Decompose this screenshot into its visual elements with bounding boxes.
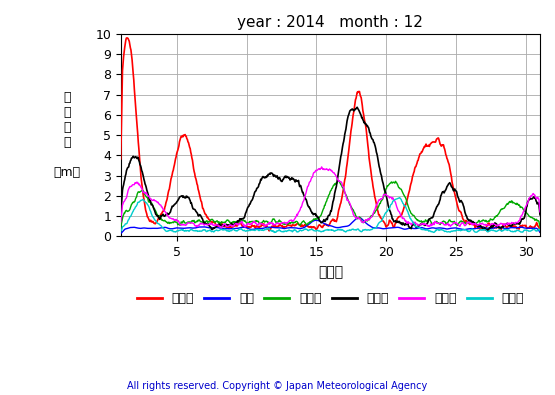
Line: 石廊崎: 石廊崎 bbox=[121, 181, 540, 228]
経ヶ岬 bbox=[485, 229, 491, 234]
Line: 生月島: 生月島 bbox=[121, 167, 540, 228]
生月島 bbox=[176, 221, 183, 226]
経ヶ岬 bbox=[537, 213, 543, 217]
X-axis label: （日）: （日） bbox=[318, 265, 343, 279]
石廊崎 bbox=[119, 215, 126, 220]
Y-axis label: 有
義
波
高

（m）: 有 義 波 高 （m） bbox=[54, 91, 81, 179]
Line: 屋久島: 屋久島 bbox=[121, 198, 540, 233]
石廊崎 bbox=[118, 226, 124, 231]
上ノ国 bbox=[429, 140, 436, 145]
経ヶ岬 bbox=[119, 188, 126, 192]
上ノ国 bbox=[118, 156, 124, 161]
Line: 上ノ国: 上ノ国 bbox=[121, 38, 540, 232]
唐桑 bbox=[296, 226, 303, 231]
Title: year : 2014   month : 12: year : 2014 month : 12 bbox=[238, 15, 423, 30]
上ノ国 bbox=[419, 150, 426, 154]
上ノ国 bbox=[537, 230, 543, 235]
生月島 bbox=[319, 165, 325, 169]
屋久島 bbox=[420, 227, 426, 232]
生月島 bbox=[218, 226, 225, 231]
屋久島 bbox=[312, 229, 319, 233]
生月島 bbox=[297, 207, 304, 212]
Line: 経ヶ岬: 経ヶ岬 bbox=[121, 107, 540, 231]
生月島 bbox=[537, 209, 543, 214]
唐桑 bbox=[429, 226, 436, 230]
生月島 bbox=[420, 222, 426, 226]
上ノ国 bbox=[312, 227, 319, 231]
経ヶ岬 bbox=[419, 222, 426, 227]
石廊崎 bbox=[419, 220, 426, 225]
経ヶ岬 bbox=[118, 213, 124, 218]
屋久島 bbox=[271, 230, 278, 235]
生月島 bbox=[312, 168, 319, 173]
生月島 bbox=[119, 203, 126, 207]
屋久島 bbox=[537, 228, 543, 233]
屋久島 bbox=[430, 230, 436, 235]
経ヶ岬 bbox=[296, 184, 303, 189]
石廊崎 bbox=[176, 222, 183, 227]
唐桑 bbox=[356, 215, 362, 220]
上ノ国 bbox=[119, 68, 126, 73]
経ヶ岬 bbox=[312, 211, 319, 216]
Text: All rights reserved. Copyright © Japan Meteorological Agency: All rights reserved. Copyright © Japan M… bbox=[128, 381, 427, 391]
屋久島 bbox=[119, 224, 126, 229]
石廊崎 bbox=[296, 222, 303, 227]
石廊崎 bbox=[429, 222, 436, 227]
唐桑 bbox=[312, 218, 319, 223]
経ヶ岬 bbox=[354, 105, 361, 110]
石廊崎 bbox=[312, 216, 319, 221]
唐桑 bbox=[537, 229, 543, 234]
生月島 bbox=[430, 221, 436, 226]
唐桑 bbox=[419, 225, 426, 230]
石廊崎 bbox=[335, 179, 342, 183]
唐桑 bbox=[119, 229, 126, 234]
生月島 bbox=[118, 220, 124, 224]
屋久島 bbox=[396, 195, 403, 200]
石廊崎 bbox=[537, 224, 543, 229]
上ノ国 bbox=[176, 137, 183, 142]
経ヶ岬 bbox=[429, 215, 436, 220]
上ノ国 bbox=[297, 224, 304, 228]
唐桑 bbox=[176, 226, 183, 230]
上ノ国 bbox=[124, 36, 131, 40]
屋久島 bbox=[297, 228, 304, 233]
屋久島 bbox=[118, 229, 124, 234]
Line: 唐桑: 唐桑 bbox=[121, 218, 540, 233]
唐桑 bbox=[118, 231, 124, 236]
屋久島 bbox=[176, 228, 183, 233]
経ヶ岬 bbox=[176, 195, 183, 199]
Legend: 上ノ国, 唐桑, 石廊崎, 経ヶ岬, 生月島, 屋久島: 上ノ国, 唐桑, 石廊崎, 経ヶ岬, 生月島, 屋久島 bbox=[132, 287, 529, 310]
